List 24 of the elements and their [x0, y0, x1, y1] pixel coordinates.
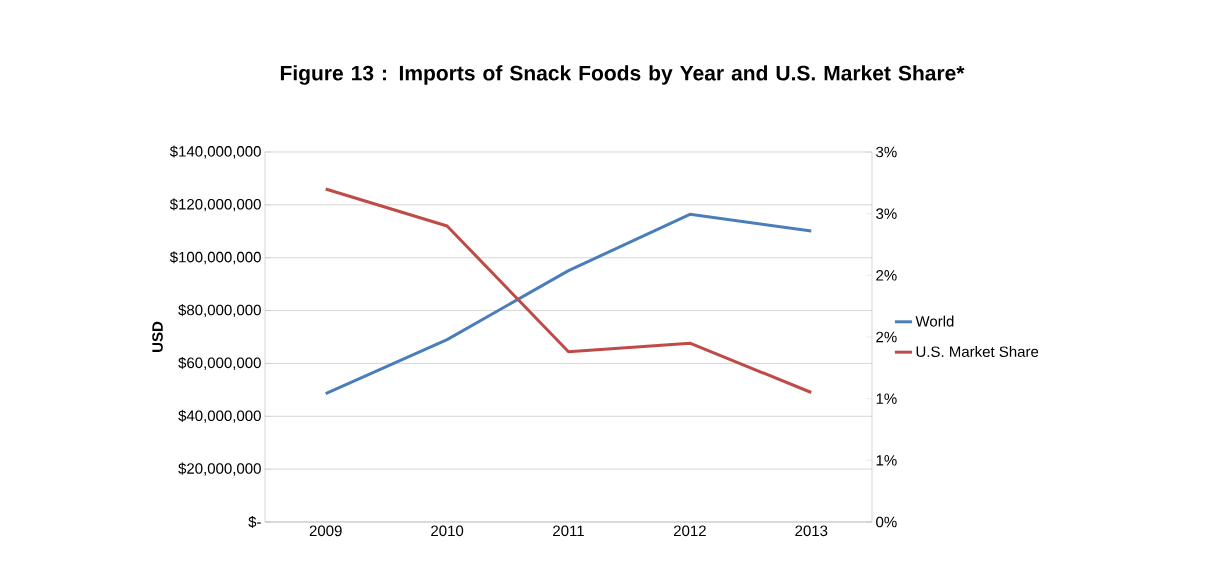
y-tick-label: $- — [248, 515, 261, 529]
y-tick-label: $20,000,000 — [178, 462, 261, 476]
legend-label: World — [915, 315, 954, 327]
x-tick-label: 2009 — [309, 525, 342, 537]
y-tick-label: $140,000,000 — [169, 145, 261, 159]
y2-tick-label: 2% — [876, 270, 897, 281]
x-tick-label: 2011 — [553, 525, 584, 537]
y-tick-label: $100,000,000 — [169, 251, 261, 265]
y2-tick-label: 1% — [876, 455, 897, 466]
legend-label: U.S. Market Share — [916, 345, 1039, 357]
y2-tick-label: 2% — [876, 331, 897, 343]
y-tick-label: $60,000,000 — [178, 356, 261, 370]
x-tick-label: 2013 — [795, 525, 828, 537]
x-tick-label: 2010 — [431, 525, 464, 537]
y-tick-label: $120,000,000 — [169, 198, 261, 212]
y2-tick-label: 3% — [876, 146, 897, 158]
y2-tick-label: 1% — [876, 393, 897, 404]
y2-tick-label: 3% — [876, 208, 897, 219]
y-tick-label: $40,000,000 — [178, 409, 261, 423]
y-tick-label: $80,000,000 — [178, 304, 261, 318]
x-tick-label: 2012 — [673, 525, 706, 537]
chart-title: Figure 13 : Imports of Snack Foods by Year and U.S. Market Share* — [280, 65, 965, 85]
y2-tick-label: 0% — [876, 516, 897, 528]
y-axis-title: USD — [152, 321, 163, 352]
